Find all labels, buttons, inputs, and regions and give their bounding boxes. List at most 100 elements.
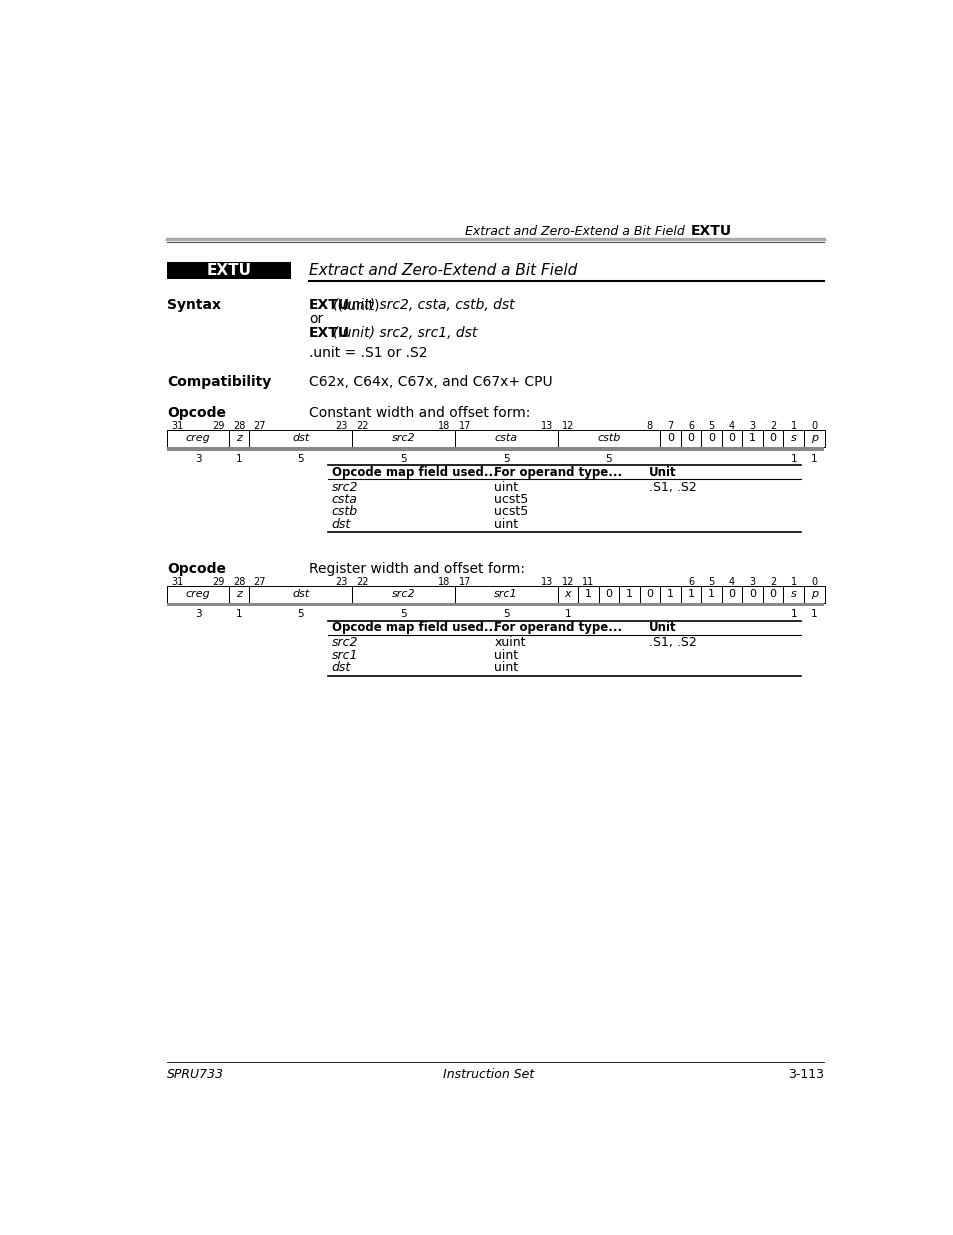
Text: EXTU: EXTU bbox=[691, 225, 732, 238]
Text: 0: 0 bbox=[810, 577, 817, 587]
Text: 31: 31 bbox=[172, 421, 184, 431]
Text: .S1, .S2: .S1, .S2 bbox=[649, 480, 697, 494]
Text: 17: 17 bbox=[458, 577, 471, 587]
Bar bbox=[352, 430, 455, 447]
Text: (.unit) ​src2, src1, dst: (.unit) ​src2, src1, dst bbox=[333, 326, 477, 340]
Text: 5: 5 bbox=[502, 609, 509, 620]
Text: 5: 5 bbox=[708, 421, 714, 431]
Text: 4: 4 bbox=[728, 577, 735, 587]
Text: 18: 18 bbox=[438, 577, 450, 587]
Text: ucst5: ucst5 bbox=[494, 505, 528, 519]
Text: dst: dst bbox=[292, 589, 309, 599]
Text: Register width and offset form:: Register width and offset form: bbox=[309, 562, 524, 576]
Text: 7: 7 bbox=[667, 421, 673, 431]
Text: 29: 29 bbox=[213, 421, 225, 431]
Text: 3: 3 bbox=[749, 421, 755, 431]
Bar bbox=[741, 430, 762, 447]
Text: EXTU: EXTU bbox=[207, 263, 252, 278]
Text: 1: 1 bbox=[789, 454, 796, 464]
Text: 0: 0 bbox=[769, 589, 776, 599]
Text: Unit: Unit bbox=[649, 466, 677, 479]
Text: csta: csta bbox=[332, 493, 357, 506]
Text: 5: 5 bbox=[297, 609, 304, 620]
Text: 1: 1 bbox=[810, 609, 817, 620]
Text: 1: 1 bbox=[235, 609, 242, 620]
Text: 28: 28 bbox=[233, 421, 245, 431]
Bar bbox=[557, 585, 578, 603]
Text: src2: src2 bbox=[392, 589, 415, 599]
Bar bbox=[249, 430, 352, 447]
Text: 5: 5 bbox=[399, 609, 406, 620]
Text: (.unit) ​src2, csta, cstb, dst: (.unit) ​src2, csta, cstb, dst bbox=[333, 299, 515, 312]
Text: Constant width and offset form:: Constant width and offset form: bbox=[309, 406, 530, 420]
Text: 1: 1 bbox=[790, 421, 796, 431]
Text: 4: 4 bbox=[728, 421, 735, 431]
Bar bbox=[680, 430, 700, 447]
Text: 5: 5 bbox=[399, 454, 406, 464]
Text: z: z bbox=[236, 589, 242, 599]
Text: 1: 1 bbox=[625, 589, 632, 599]
Text: 1: 1 bbox=[810, 454, 817, 464]
Text: src2: src2 bbox=[392, 433, 415, 443]
Text: xuint: xuint bbox=[494, 636, 525, 650]
Text: uint: uint bbox=[494, 480, 517, 494]
Text: uint: uint bbox=[494, 648, 517, 662]
Text: Syntax: Syntax bbox=[167, 299, 221, 312]
Text: 8: 8 bbox=[646, 421, 652, 431]
Text: EXTU: EXTU bbox=[309, 326, 350, 340]
Text: 0: 0 bbox=[687, 433, 694, 443]
Text: 28: 28 bbox=[233, 577, 245, 587]
Bar bbox=[721, 585, 741, 603]
Text: uint: uint bbox=[494, 661, 517, 674]
Bar bbox=[700, 430, 721, 447]
Text: s: s bbox=[790, 433, 796, 443]
Text: 27: 27 bbox=[253, 421, 266, 431]
Bar bbox=[762, 585, 782, 603]
Text: ucst5: ucst5 bbox=[494, 493, 528, 506]
Text: 22: 22 bbox=[355, 421, 368, 431]
Text: 27: 27 bbox=[253, 577, 266, 587]
Bar bbox=[167, 447, 823, 451]
Text: csta: csta bbox=[494, 433, 517, 443]
Bar bbox=[249, 585, 352, 603]
Text: 1: 1 bbox=[235, 454, 242, 464]
Text: 23: 23 bbox=[335, 577, 348, 587]
Text: src2: src2 bbox=[332, 636, 357, 650]
Bar bbox=[762, 430, 782, 447]
Text: 1: 1 bbox=[666, 589, 673, 599]
Bar bbox=[803, 430, 823, 447]
Text: Extract and Zero-Extend a Bit Field: Extract and Zero-Extend a Bit Field bbox=[465, 225, 684, 238]
Text: 0: 0 bbox=[666, 433, 673, 443]
Text: 17: 17 bbox=[458, 421, 471, 431]
Text: dst: dst bbox=[332, 517, 351, 531]
Text: 5: 5 bbox=[502, 454, 509, 464]
Bar bbox=[700, 585, 721, 603]
Text: 3: 3 bbox=[749, 577, 755, 587]
Text: 11: 11 bbox=[581, 577, 594, 587]
Text: 0: 0 bbox=[728, 433, 735, 443]
Bar bbox=[167, 603, 823, 606]
Bar bbox=[659, 430, 680, 447]
Bar bbox=[721, 430, 741, 447]
Text: 0: 0 bbox=[728, 589, 735, 599]
Text: Opcode map field used...: Opcode map field used... bbox=[332, 621, 497, 635]
Text: dst: dst bbox=[332, 661, 351, 674]
Text: creg: creg bbox=[186, 589, 211, 599]
Text: .unit = .S1 or .S2: .unit = .S1 or .S2 bbox=[309, 346, 427, 361]
Text: 31: 31 bbox=[172, 577, 184, 587]
Text: 1: 1 bbox=[707, 589, 715, 599]
Text: src2: src2 bbox=[332, 480, 357, 494]
Text: cstb: cstb bbox=[597, 433, 619, 443]
Text: 0: 0 bbox=[646, 589, 653, 599]
Bar bbox=[578, 585, 598, 603]
Bar bbox=[167, 430, 229, 447]
Text: 22: 22 bbox=[355, 577, 368, 587]
Text: Opcode map field used...: Opcode map field used... bbox=[332, 466, 497, 479]
Text: s: s bbox=[790, 589, 796, 599]
Text: SPRU733: SPRU733 bbox=[167, 1068, 224, 1082]
Text: dst: dst bbox=[292, 433, 309, 443]
Text: or: or bbox=[309, 312, 323, 326]
Text: creg: creg bbox=[186, 433, 211, 443]
Text: 2: 2 bbox=[769, 421, 776, 431]
Text: For operand type...: For operand type... bbox=[494, 621, 621, 635]
